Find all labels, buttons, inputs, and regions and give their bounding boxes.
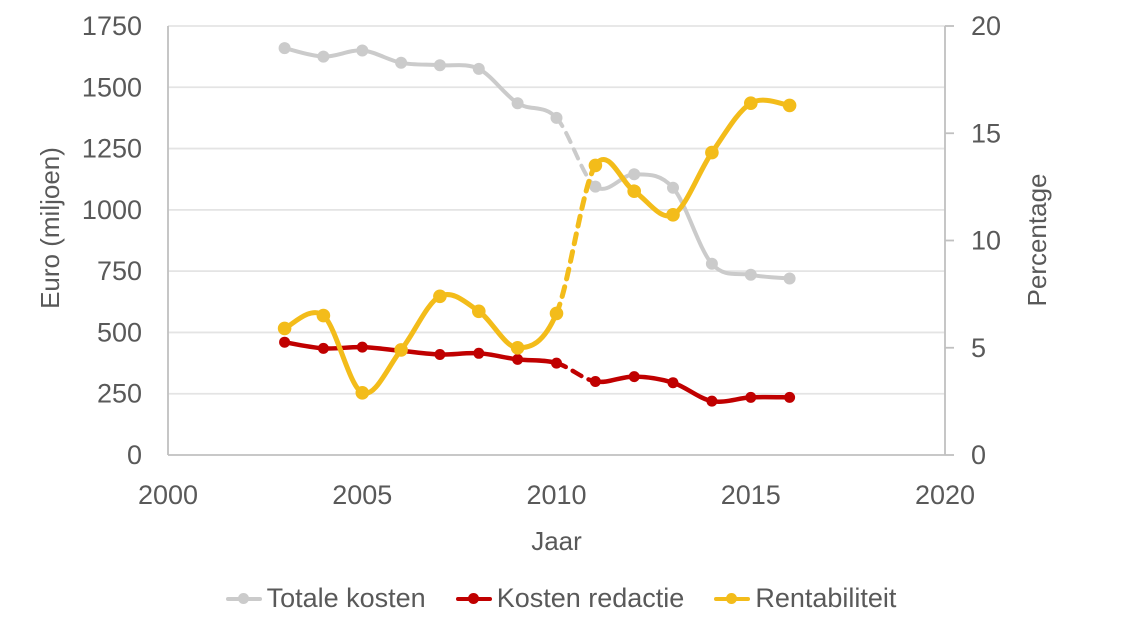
- data-point-totale-kosten-2016: [783, 272, 796, 285]
- data-point-totale-kosten-2013: [667, 181, 679, 194]
- data-point-rentabiliteit-2015: [744, 96, 758, 110]
- data-point-kosten-redactie-2005: [356, 341, 368, 353]
- series-dashed-segment-rentabiliteit: [554, 162, 598, 316]
- data-point-kosten-redactie-2013: [667, 377, 679, 389]
- data-point-totale-kosten-2014: [705, 257, 718, 270]
- data-point-rentabiliteit-2012: [627, 184, 641, 198]
- right-axis-tick-label: 15: [971, 118, 1001, 148]
- series-dashed-segment-kosten-redactie: [554, 360, 598, 384]
- data-point-totale-kosten-2003: [278, 42, 291, 55]
- data-point-rentabiliteit-2010: [549, 306, 564, 321]
- data-point-rentabiliteit-2009: [510, 341, 525, 355]
- data-point-totale-kosten-2012: [628, 168, 641, 181]
- left-axis-tick-label: 500: [97, 317, 142, 347]
- x-axis-title: Jaar: [531, 526, 582, 556]
- data-point-rentabiliteit-2006: [394, 343, 408, 357]
- data-point-kosten-redactie-2008: [473, 347, 485, 359]
- legend-item-rentabiliteit: Rentabiliteit: [714, 583, 896, 614]
- data-point-kosten-redactie-2011: [589, 376, 601, 387]
- data-point-rentabiliteit-2008: [472, 304, 486, 319]
- right-axis-tick-label: 20: [971, 11, 1001, 41]
- data-point-rentabiliteit-2003: [277, 321, 292, 336]
- data-point-rentabiliteit-2011: [588, 158, 603, 173]
- right-axis-tick-label: 10: [971, 226, 1001, 256]
- left-axis-tick-label: 1250: [82, 134, 142, 164]
- series-dashed-segment-totale-kosten: [554, 115, 598, 189]
- chart-legend: Totale kosten Kosten redactie Rentabilit…: [0, 583, 1122, 614]
- data-point-totale-kosten-2008: [472, 62, 485, 75]
- data-point-kosten-redactie-2012: [628, 371, 640, 383]
- legend-label-rentabiliteit: Rentabiliteit: [755, 583, 897, 613]
- data-point-kosten-redactie-2010: [551, 357, 562, 369]
- left-axis-tick-label: 1500: [82, 72, 142, 102]
- data-point-rentabiliteit-2004: [316, 308, 331, 323]
- data-point-rentabiliteit-2005: [355, 386, 370, 400]
- x-axis-tick-label: 2005: [332, 480, 392, 510]
- left-axis-tick-label: 750: [97, 256, 142, 286]
- data-point-totale-kosten-2011: [589, 180, 602, 193]
- legend-marker-kosten-redactie: [455, 592, 492, 606]
- data-point-totale-kosten-2004: [317, 50, 330, 63]
- data-point-kosten-redactie-2016: [784, 391, 796, 403]
- legend-marker-totale-kosten: [225, 592, 262, 606]
- left-axis-title: Euro (miljoen): [35, 147, 65, 309]
- right-axis-tick-label: 0: [971, 440, 986, 470]
- data-point-totale-kosten-2005: [356, 44, 369, 57]
- right-axis-tick-label: 5: [971, 333, 986, 363]
- legend-item-totale-kosten: Totale kosten: [225, 583, 426, 614]
- left-axis-tick-label: 1000: [82, 195, 142, 225]
- legend-marker-rentabiliteit: [714, 592, 751, 606]
- data-point-totale-kosten-2015: [744, 268, 757, 281]
- data-point-totale-kosten-2007: [433, 59, 446, 72]
- right-axis-title: Percentage: [1022, 174, 1052, 307]
- series-line-kosten-redactie: [593, 374, 792, 404]
- series-line-rentabiliteit: [592, 97, 793, 219]
- x-axis-tick-label: 2000: [138, 480, 198, 510]
- data-point-kosten-redactie-2015: [745, 391, 757, 403]
- data-point-rentabiliteit-2016: [782, 98, 797, 113]
- legend-label-totale-kosten: Totale kosten: [266, 583, 426, 613]
- data-point-kosten-redactie-2004: [317, 342, 329, 354]
- x-axis-tick-label: 2015: [721, 480, 781, 510]
- legend-item-kosten-redactie: Kosten redactie: [455, 583, 685, 614]
- left-axis-tick-label: 1750: [82, 11, 142, 41]
- data-point-kosten-redactie-2014: [706, 395, 718, 407]
- legend-label-kosten-redactie: Kosten redactie: [496, 583, 685, 613]
- data-point-totale-kosten-2006: [395, 56, 408, 69]
- x-axis-tick-label: 2010: [526, 480, 586, 510]
- data-point-totale-kosten-2010: [550, 111, 563, 124]
- series-line-rentabiliteit: [282, 292, 559, 396]
- data-point-rentabiliteit-2014: [705, 145, 719, 160]
- data-point-kosten-redactie-2003: [279, 336, 291, 348]
- x-axis-tick-label: 2020: [915, 480, 975, 510]
- left-axis-tick-label: 250: [97, 379, 142, 409]
- data-point-rentabiliteit-2013: [666, 208, 680, 222]
- data-point-kosten-redactie-2009: [512, 353, 524, 365]
- data-point-kosten-redactie-2007: [434, 349, 446, 360]
- data-point-totale-kosten-2009: [511, 97, 524, 110]
- left-axis-tick-label: 0: [127, 440, 142, 470]
- data-point-rentabiliteit-2007: [433, 289, 447, 304]
